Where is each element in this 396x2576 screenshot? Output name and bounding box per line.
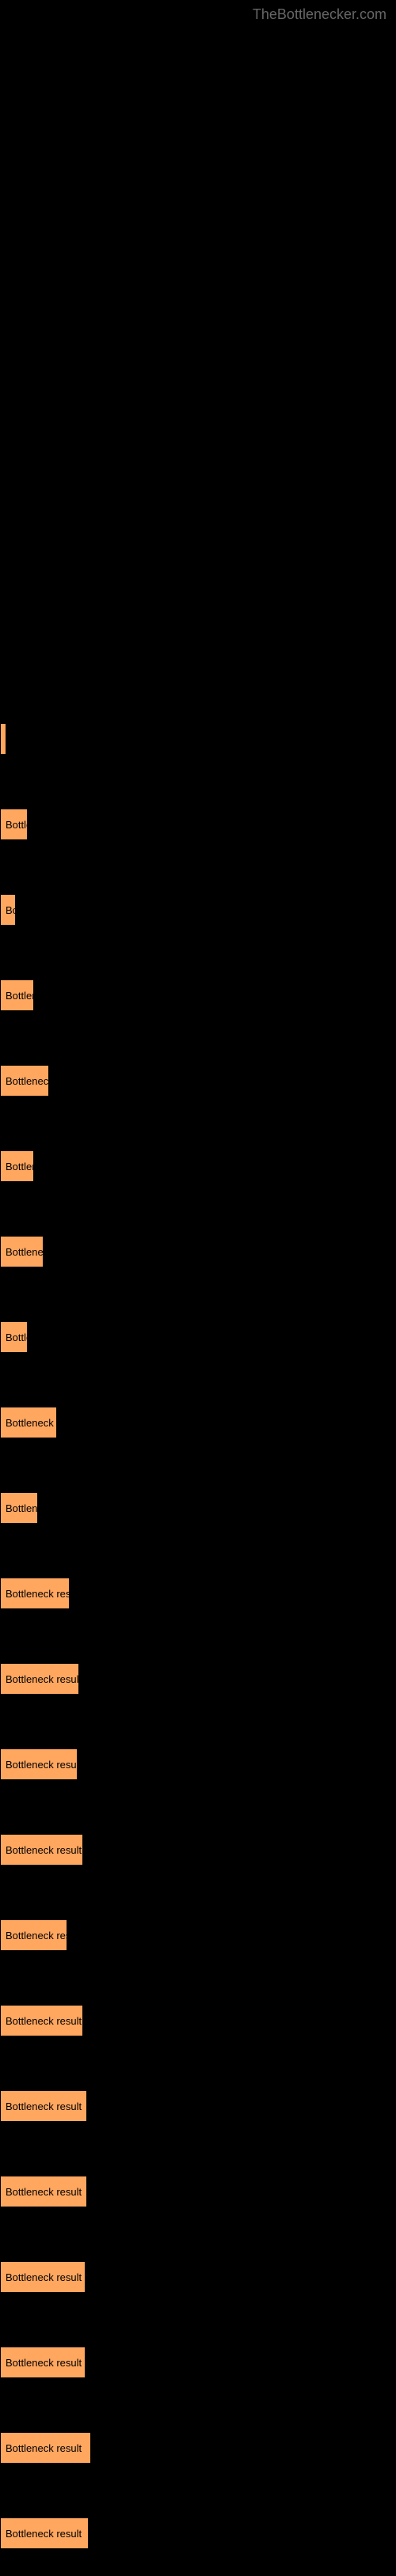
bar-chart: Bottle Bo Bottlen Bottleneck Bottlen Bottlene…	[0, 696, 396, 2576]
bar-row: Bottleneck result	[0, 2063, 396, 2149]
bar-row: Bottleneck	[0, 1038, 396, 1123]
bar: Bottleneck res	[0, 1919, 67, 1951]
bar-row: Bottleneck r	[0, 1380, 396, 1465]
bar: Bottlen	[0, 979, 34, 1011]
bar-row: Bottleneck result	[0, 2234, 396, 2320]
bar-row: Bottleneck result	[0, 2149, 396, 2234]
bar-row: Bottleneck resu	[0, 1551, 396, 1636]
bar-row: Bottleneck result	[0, 1636, 396, 1722]
bar: Bottlen	[0, 1150, 34, 1182]
bar-row: Bottleneck result	[0, 1722, 396, 1807]
bar: Bottleneck result	[0, 2517, 89, 2549]
bar: Bottleneck r	[0, 1407, 57, 1438]
bar-row: Bottle	[0, 782, 396, 867]
bar-row: Bottleneck result	[0, 2405, 396, 2491]
bar-row: Bottlenec	[0, 1209, 396, 1294]
bar-row	[0, 696, 396, 782]
bar-row: Bottleneck res	[0, 1892, 396, 1978]
bar: Bottleneck	[0, 1065, 49, 1097]
bar: Bottleneck result	[0, 2176, 87, 2207]
bar: Bottleneck result	[0, 2261, 86, 2293]
bar-row: Bottleneck result	[0, 2320, 396, 2405]
bar: Bottlenec	[0, 1236, 44, 1267]
bar: Bottleneck result	[0, 2005, 83, 2036]
bar-row: Bo	[0, 867, 396, 953]
bar-row: Bottlen	[0, 1123, 396, 1209]
bar	[0, 723, 6, 755]
bar: Bottleneck result	[0, 1748, 78, 1780]
bar-row: Bottlen	[0, 953, 396, 1038]
bar-row: Bottle	[0, 1294, 396, 1380]
bar: Bottleneck result	[0, 1834, 83, 1866]
bar: Bottleneck result	[0, 2347, 86, 2378]
bar: Bo	[0, 894, 16, 926]
watermark-text: TheBottlenecker.com	[253, 6, 386, 23]
bar: Bottle	[0, 1321, 28, 1353]
bar: Bottleneck result	[0, 2090, 87, 2122]
bar-row: Bottlene	[0, 1465, 396, 1551]
bar: Bottle	[0, 809, 28, 840]
bar: Bottleneck result	[0, 2432, 91, 2464]
bar-row: Bottleneck result	[0, 1807, 396, 1892]
bar: Bottleneck resu	[0, 1578, 70, 1609]
bar-row: Bottleneck result	[0, 1978, 396, 2063]
bar: Bottleneck result	[0, 1663, 79, 1695]
bar-row: Bottleneck result	[0, 2491, 396, 2576]
bar: Bottlene	[0, 1492, 38, 1524]
